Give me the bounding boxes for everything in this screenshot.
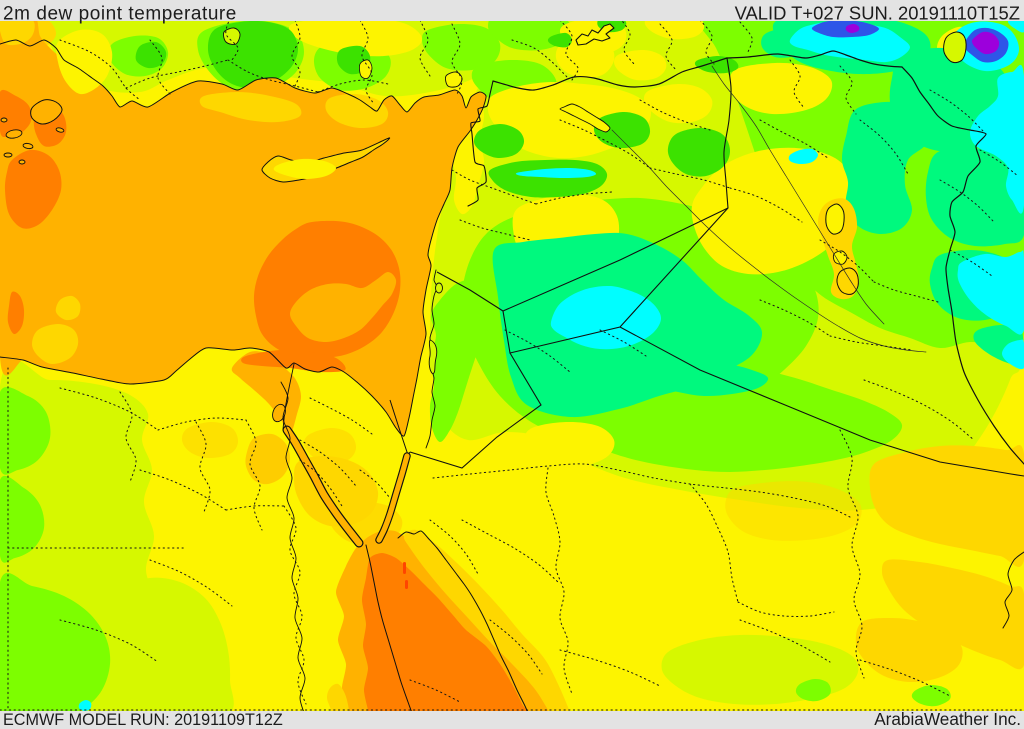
svg-text:2m dew point temperature: 2m dew point temperature [3, 4, 237, 25]
svg-text:ECMWF MODEL RUN: 20191109T12Z: ECMWF MODEL RUN: 20191109T12Z [3, 711, 283, 729]
svg-text:VALID T+027 SUN. 20191110T15Z: VALID T+027 SUN. 20191110T15Z [735, 3, 1020, 24]
svg-text:ArabiaWeather Inc.: ArabiaWeather Inc. [874, 709, 1021, 729]
